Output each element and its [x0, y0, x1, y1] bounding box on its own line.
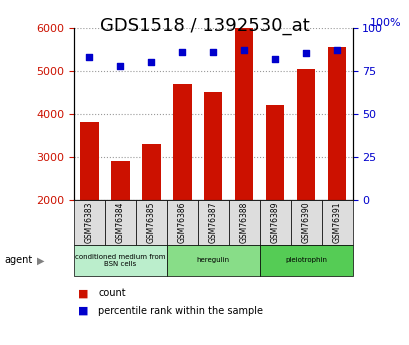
Bar [203, 92, 222, 286]
Point [240, 47, 247, 53]
Text: GSM76391: GSM76391 [332, 202, 341, 243]
Text: 100%: 100% [369, 18, 401, 28]
Point [209, 49, 216, 55]
Bar [327, 47, 346, 286]
Text: ■: ■ [78, 288, 88, 298]
Bar [111, 161, 129, 286]
Text: count: count [98, 288, 126, 298]
Text: ■: ■ [78, 306, 88, 315]
Text: GSM76384: GSM76384 [115, 202, 124, 243]
Text: percentile rank within the sample: percentile rank within the sample [98, 306, 263, 315]
Text: ▶: ▶ [37, 256, 45, 265]
Text: heregulin: heregulin [196, 257, 229, 264]
Text: pleiotrophin: pleiotrophin [284, 257, 326, 264]
Bar [265, 105, 284, 286]
Text: GSM76386: GSM76386 [177, 202, 186, 243]
Text: conditioned medium from
BSN cells: conditioned medium from BSN cells [75, 254, 165, 267]
Bar [142, 144, 160, 286]
Text: GSM76385: GSM76385 [146, 202, 155, 243]
Bar [234, 28, 253, 286]
Text: GSM76389: GSM76389 [270, 202, 279, 243]
Bar [296, 69, 315, 286]
Point [117, 63, 123, 68]
Bar [173, 84, 191, 286]
Text: agent: agent [4, 256, 32, 265]
Point [178, 49, 185, 55]
Text: GSM76390: GSM76390 [301, 202, 310, 243]
Text: GDS1518 / 1392530_at: GDS1518 / 1392530_at [100, 17, 309, 35]
Point [271, 56, 278, 61]
Text: GSM76388: GSM76388 [239, 202, 248, 243]
Point [302, 51, 309, 56]
Bar [80, 122, 98, 286]
Point [333, 47, 339, 53]
Point [86, 54, 92, 60]
Text: GSM76387: GSM76387 [208, 202, 217, 243]
Text: GSM76383: GSM76383 [85, 202, 94, 243]
Point [148, 59, 154, 65]
